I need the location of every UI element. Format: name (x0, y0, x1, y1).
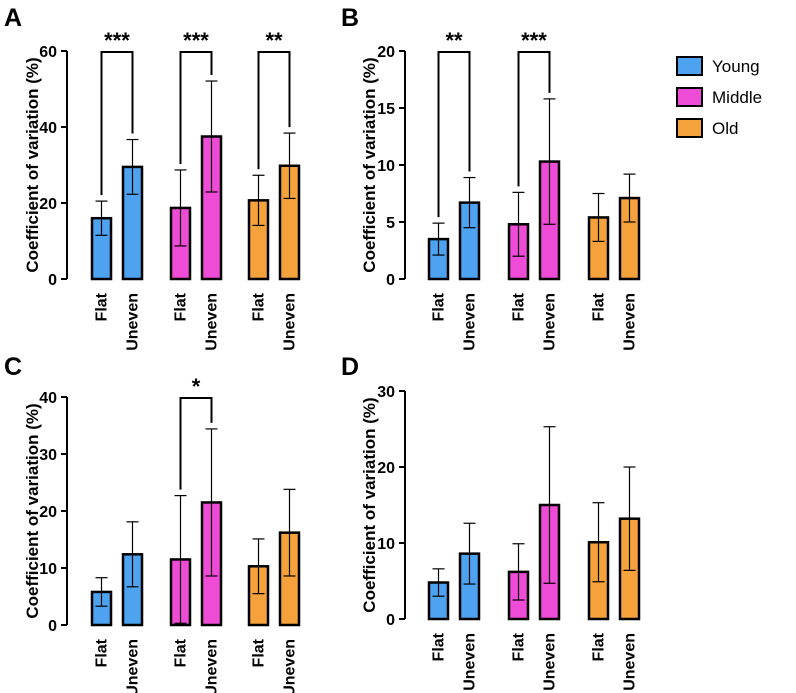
panel-letter: A (4, 4, 22, 32)
x-category-label: Flat (173, 292, 190, 321)
y-tick-label: 30 (377, 384, 395, 401)
significance-label: *** (104, 28, 130, 53)
panel-b: B Coefficient of variation (%) 0 5 10 15 20 Fla… (341, 4, 641, 351)
y-tick-label: 20 (39, 196, 57, 213)
y-axis-label: Coefficient of variation (%) (23, 403, 42, 618)
significance-bracket (517, 51, 551, 187)
significance-bracket (179, 51, 213, 164)
x-category-label: Uneven (125, 639, 142, 693)
y-tick-label: 20 (39, 504, 57, 521)
x-category-label: Uneven (462, 293, 479, 351)
x-category-label: Flat (511, 632, 528, 661)
x-category-label: Uneven (542, 633, 559, 691)
significance-bracket (100, 51, 134, 196)
panel-c: C Coefficient of variation (%) 0 10 20 30 40 Fl… (4, 353, 301, 693)
y-tick-label: 10 (377, 536, 395, 553)
legend-label-young: Young (712, 57, 760, 76)
x-category-label: Uneven (462, 633, 479, 691)
y-tick-label: 60 (39, 44, 57, 61)
x-category-label: Flat (591, 292, 608, 321)
y-tick-label: 0 (386, 272, 395, 289)
x-category-label: Flat (251, 292, 268, 321)
y-axis-label: Coefficient of variation (%) (23, 57, 42, 272)
x-category-label: Flat (511, 292, 528, 321)
legend-swatch-middle (676, 87, 703, 107)
x-category-label: Flat (94, 638, 111, 667)
x-category-label: Uneven (282, 639, 299, 693)
significance-label: *** (521, 28, 547, 53)
significance-label: ** (445, 28, 463, 53)
panel-a: A Coefficient of variation (%) 0 20 40 60 Flat… (4, 4, 301, 351)
panel-letter: B (341, 4, 359, 32)
y-tick-label: 30 (39, 447, 57, 464)
y-tick-label: 20 (377, 44, 395, 61)
legend-label-old: Old (712, 119, 738, 138)
panel-letter: D (341, 353, 359, 381)
x-category-label: Uneven (282, 293, 299, 351)
significance-bracket (179, 397, 213, 490)
x-category-label: Uneven (204, 639, 221, 693)
x-category-label: Uneven (204, 293, 221, 351)
x-category-label: Flat (251, 638, 268, 667)
y-tick-label: 10 (377, 158, 395, 175)
legend-swatch-old (676, 118, 703, 138)
legend-label-middle: Middle (712, 88, 762, 107)
significance-bracket (257, 51, 291, 170)
x-category-label: Flat (431, 292, 448, 321)
x-category-label: Flat (173, 638, 190, 667)
y-tick-label: 0 (48, 272, 57, 289)
x-category-label: Uneven (622, 633, 639, 691)
legend-swatch-young (676, 56, 703, 76)
significance-bracket (437, 51, 471, 218)
y-tick-label: 0 (386, 612, 395, 629)
x-category-label: Uneven (542, 293, 559, 351)
significance-label: ** (265, 28, 283, 53)
x-category-label: Uneven (622, 293, 639, 351)
legend: Young Middle Old (676, 56, 762, 138)
y-tick-label: 10 (39, 561, 57, 578)
y-tick-label: 0 (48, 618, 57, 635)
y-tick-label: 40 (39, 390, 57, 407)
y-axis-label: Coefficient of variation (%) (360, 57, 379, 272)
y-tick-label: 15 (377, 101, 395, 118)
x-category-label: Flat (431, 632, 448, 661)
significance-label: *** (183, 28, 209, 53)
panel-letter: C (4, 353, 22, 381)
x-category-label: Flat (591, 632, 608, 661)
y-tick-label: 5 (386, 215, 395, 232)
x-category-label: Flat (94, 292, 111, 321)
y-tick-label: 40 (39, 120, 57, 137)
significance-label: * (192, 374, 201, 399)
y-tick-label: 20 (377, 460, 395, 477)
y-axis-label: Coefficient of variation (%) (360, 397, 379, 612)
x-category-label: Uneven (125, 293, 142, 351)
